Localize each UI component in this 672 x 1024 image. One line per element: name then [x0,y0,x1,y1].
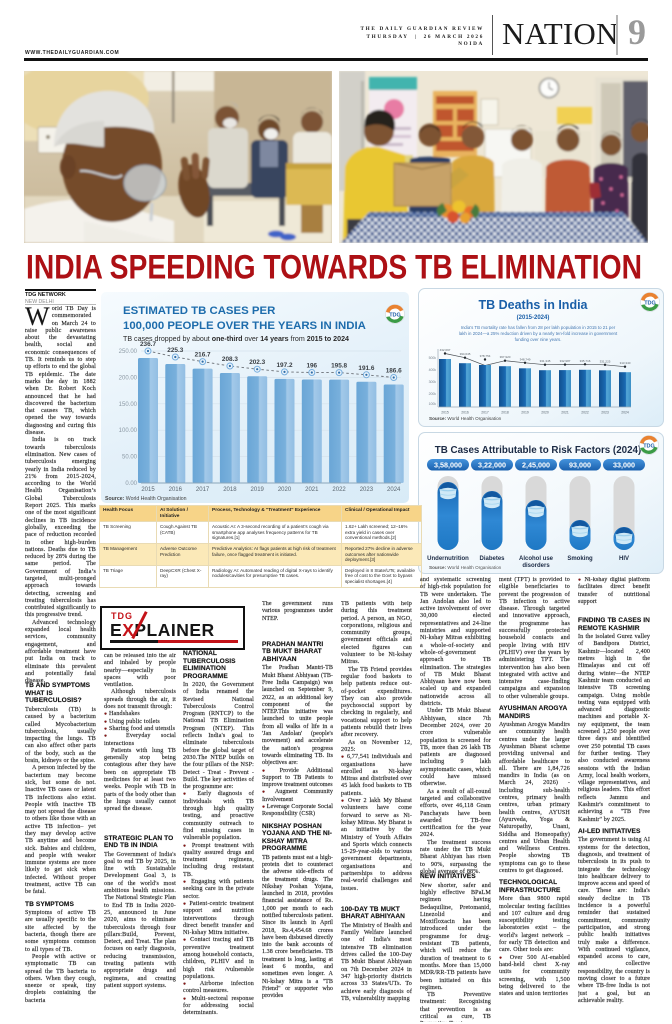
svg-text:335,716: 335,716 [580,359,591,363]
svg-text:Diabetes: Diabetes [479,556,505,562]
svg-text:33,000: 33,000 [613,461,635,470]
svg-text:2016: 2016 [169,487,183,493]
svg-text:208.3: 208.3 [222,356,238,363]
svg-text:150.00: 150.00 [119,402,138,408]
svg-text:TB cases dropped by about one-: TB cases dropped by about one-third over… [123,335,349,343]
svg-text:3,58,000: 3,58,000 [434,461,462,470]
svg-text:500k: 500k [429,356,437,360]
svg-text:195.8: 195.8 [331,363,347,370]
svg-text:0.00: 0.00 [125,481,137,487]
svg-text:3,22,000: 3,22,000 [478,461,506,470]
svg-text:2021: 2021 [305,487,319,493]
svg-text:Source: World Health Organisat: Source: World Health Organisation [105,496,187,502]
svg-text:2020: 2020 [278,487,292,493]
svg-text:lakh in 2024—a 25% reduction d: lakh in 2024—a 25% reduction driven by a… [459,331,618,336]
svg-text:2015: 2015 [141,487,155,493]
svg-text:100k: 100k [429,402,437,406]
svg-text:2019: 2019 [521,411,529,415]
svg-text:2018: 2018 [501,411,509,415]
svg-text:2022: 2022 [332,487,346,493]
svg-text:Smoking: Smoking [567,556,593,562]
svg-text:197.2: 197.2 [277,362,293,369]
svg-text:2022: 2022 [581,411,589,415]
svg-text:2019: 2019 [251,487,265,493]
svg-text:INDIA SPEEDING TOWARDS TB ELIM: INDIA SPEEDING TOWARDS TB ELIMINATION [26,249,642,287]
svg-text:225.3: 225.3 [167,347,183,354]
svg-text:432,697: 432,697 [440,348,451,352]
svg-text:Undernutrition: Undernutrition [427,556,469,562]
svg-text:202.3: 202.3 [249,359,265,366]
svg-text:100,000 PEOPLE OVER THE YEARS: 100,000 PEOPLE OVER THE YEARS IN INDIA [123,320,366,332]
svg-text:2016: 2016 [461,411,469,415]
svg-text:200.00: 200.00 [119,375,138,381]
svg-text:Alcohol use: Alcohol use [519,556,554,562]
svg-text:2020: 2020 [541,411,549,415]
svg-text:HIV: HIV [619,556,629,562]
svg-text:93,000: 93,000 [569,461,591,470]
svg-text:331,345: 331,345 [540,359,551,363]
svg-text:Source: World Health Organisat: Source: World Health Organisation [429,416,502,421]
svg-text:332,987: 332,987 [560,359,571,363]
svg-text:2023: 2023 [601,411,609,415]
svg-text:2015: 2015 [441,411,449,415]
svg-text:236.7: 236.7 [140,341,156,348]
svg-text:200k: 200k [429,392,437,396]
svg-text:313,340: 313,340 [620,361,631,365]
svg-text:50.00: 50.00 [122,455,138,461]
svg-text:400k: 400k [429,368,437,372]
svg-text:2,45,000: 2,45,000 [522,461,550,470]
svg-text:191.6: 191.6 [358,365,374,372]
svg-text:(2015-2024): (2015-2024) [517,315,550,321]
svg-text:2023: 2023 [360,487,374,493]
svg-text:100.00: 100.00 [119,428,138,434]
svg-text:216.7: 216.7 [195,352,211,359]
svg-text:367,920: 367,920 [500,355,511,359]
svg-text:2018: 2018 [223,487,237,493]
svg-text:India's TB mortality rate has: India's TB mortality rate has fallen fro… [461,325,616,330]
svg-text:disorders: disorders [522,563,550,569]
svg-text:TB Deaths in India: TB Deaths in India [478,298,588,312]
svg-text:2017: 2017 [481,411,489,415]
svg-text:300k: 300k [429,380,437,384]
svg-text:2024: 2024 [387,487,401,493]
svg-text:250.00: 250.00 [119,349,138,355]
svg-text:Source: World Health Organisat: Source: World Health Organisation [429,565,502,570]
svg-text:TB Cases Attributable to Risk: TB Cases Attributable to Risk Factors (2… [435,445,642,456]
svg-text:funding over nine years.: funding over nine years. [515,337,562,342]
svg-text:378,754: 378,754 [480,354,491,358]
svg-text:2017: 2017 [196,487,210,493]
svg-text:2024: 2024 [621,411,629,415]
svg-text:2021: 2021 [561,411,569,415]
svg-text:ESTIMATED TB CASES PER: ESTIMATED TB CASES PER [123,305,275,317]
svg-text:186.6: 186.6 [386,368,402,375]
svg-text:394,645: 394,645 [460,352,471,356]
svg-text:331,225: 331,225 [600,359,611,363]
svg-text:196: 196 [306,363,317,370]
svg-text:348,749: 348,749 [520,357,531,361]
